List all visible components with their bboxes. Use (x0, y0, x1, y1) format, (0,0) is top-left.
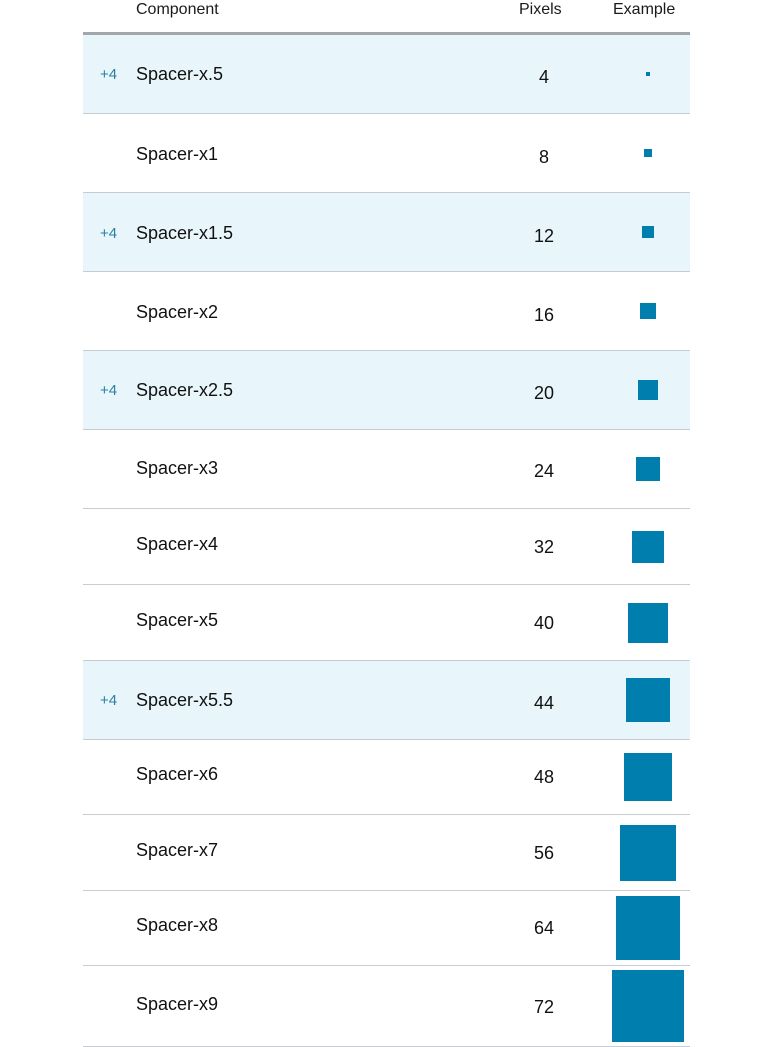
table-row: Spacer-x6 48 (83, 740, 690, 815)
row-example-cell (608, 815, 688, 890)
row-pixel-value: 72 (533, 997, 555, 1017)
row-pixel-value: 16 (533, 305, 555, 325)
column-header-example: Example (613, 1, 676, 18)
spacer-example-swatch (638, 380, 658, 400)
spacer-example-swatch (628, 602, 668, 643)
row-pixel-value: 64 (533, 918, 555, 938)
spacer-example-swatch (644, 149, 652, 157)
spacer-table: Component Pixels Example +4 Spacer-x.5 4 Sp… (83, 0, 690, 1047)
table-row: Spacer-x3 24 (83, 430, 690, 509)
table-row: Spacer-x2 16 (83, 272, 690, 351)
row-example-cell (608, 740, 688, 814)
row-example-cell (608, 430, 688, 508)
row-pixel-value: 12 (533, 226, 555, 246)
row-example-cell (608, 351, 688, 429)
row-example-cell (608, 661, 688, 739)
table-row: Spacer-x1 8 (83, 114, 690, 193)
row-example-cell (608, 272, 688, 350)
row-example-cell (608, 35, 688, 113)
table-row: +4 Spacer-x2.5 20 (83, 351, 690, 430)
row-component-name: Spacer-x5.5 (136, 690, 234, 710)
table-row: Spacer-x5 40 (83, 585, 690, 661)
row-pixel-value: 48 (533, 767, 555, 787)
table-row: Spacer-x9 72 (83, 966, 690, 1047)
table-row: Spacer-x7 56 (83, 815, 690, 891)
row-component-name: Spacer-x2.5 (136, 380, 234, 400)
table-header: Component Pixels Example (83, 0, 690, 35)
table-row: +4 Spacer-x1.5 12 (83, 193, 690, 272)
row-example-cell (608, 114, 688, 192)
row-component-name: Spacer-x.5 (136, 64, 224, 84)
row-badge: +4 (100, 382, 118, 399)
spacer-example-swatch (626, 678, 670, 722)
row-pixel-value: 8 (538, 147, 549, 167)
row-component-name: Spacer-x1.5 (136, 223, 234, 243)
row-component-name: Spacer-x4 (136, 534, 219, 554)
row-example-cell (608, 891, 688, 965)
row-badge: +4 (100, 225, 118, 242)
spacer-example-swatch (616, 896, 680, 960)
row-component-name: Spacer-x1 (136, 144, 219, 164)
row-pixel-value: 20 (533, 383, 555, 403)
spacer-example-swatch (632, 530, 664, 563)
row-pixel-value: 24 (533, 461, 555, 481)
row-example-cell (608, 509, 688, 584)
table-row: +4 Spacer-x.5 4 (83, 35, 690, 114)
row-badge: +4 (100, 66, 118, 83)
spacer-example-swatch (620, 824, 676, 881)
row-component-name: Spacer-x7 (136, 840, 219, 860)
row-example-cell (608, 193, 688, 271)
spacer-example-swatch (642, 226, 654, 238)
row-badge: +4 (100, 692, 118, 709)
row-example-cell (608, 585, 688, 660)
column-header-component: Component (136, 1, 219, 18)
column-header-pixels: Pixels (519, 1, 562, 18)
row-component-name: Spacer-x2 (136, 302, 219, 322)
spacer-example-swatch (624, 753, 672, 801)
table-row: +4 Spacer-x5.5 44 (83, 661, 690, 740)
row-example-cell (608, 966, 688, 1046)
row-component-name: Spacer-x3 (136, 458, 219, 478)
row-pixel-value: 40 (533, 613, 555, 633)
row-pixel-value: 44 (533, 693, 555, 713)
table-row: Spacer-x8 64 (83, 891, 690, 966)
spacer-example-swatch (640, 303, 656, 319)
spacer-example-swatch (636, 457, 660, 481)
table-row: Spacer-x4 32 (83, 509, 690, 585)
row-pixel-value: 32 (533, 537, 555, 557)
spacer-example-swatch (646, 72, 650, 76)
row-component-name: Spacer-x6 (136, 764, 219, 784)
row-component-name: Spacer-x9 (136, 994, 219, 1014)
spacer-example-swatch (612, 970, 684, 1042)
row-pixel-value: 56 (533, 843, 555, 863)
table-body: +4 Spacer-x.5 4 Spacer-x1 8 +4 Spacer-x1.5 12 Sp… (83, 35, 690, 1047)
row-component-name: Spacer-x8 (136, 915, 219, 935)
row-component-name: Spacer-x5 (136, 610, 219, 630)
row-pixel-value: 4 (538, 67, 549, 87)
